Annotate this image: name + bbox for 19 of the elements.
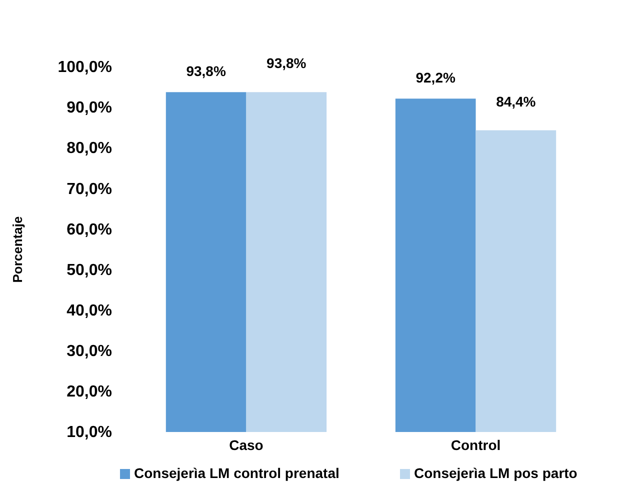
y-tick-label: 50,0% bbox=[66, 262, 112, 279]
y-tick-label: 100,0% bbox=[58, 59, 112, 76]
y-tick-label: 20,0% bbox=[66, 384, 112, 401]
x-tick-label: Caso bbox=[229, 436, 264, 453]
data-label: 84,4% bbox=[496, 93, 536, 110]
data-label: 93,8% bbox=[266, 55, 307, 72]
y-tick-label: 90,0% bbox=[66, 100, 112, 117]
legend-label: Consejerìa LM control prenatal bbox=[134, 465, 340, 481]
y-tick-label: 70,0% bbox=[66, 180, 112, 198]
y-tick-label: 40,0% bbox=[66, 302, 112, 320]
y-tick-label: 60,0% bbox=[66, 221, 112, 238]
y-axis-title: Porcentaje bbox=[10, 216, 25, 283]
y-tick-label: 80,0% bbox=[66, 140, 112, 158]
y-tick-label: 30,0% bbox=[66, 343, 112, 360]
y-tick-label: 10,0% bbox=[66, 424, 112, 442]
legend-label: Consejerìa LM pos parto bbox=[414, 465, 578, 481]
data-label: 92,2% bbox=[416, 70, 456, 86]
x-tick-label: Control bbox=[450, 436, 501, 453]
data-label: 93,8% bbox=[186, 63, 226, 80]
